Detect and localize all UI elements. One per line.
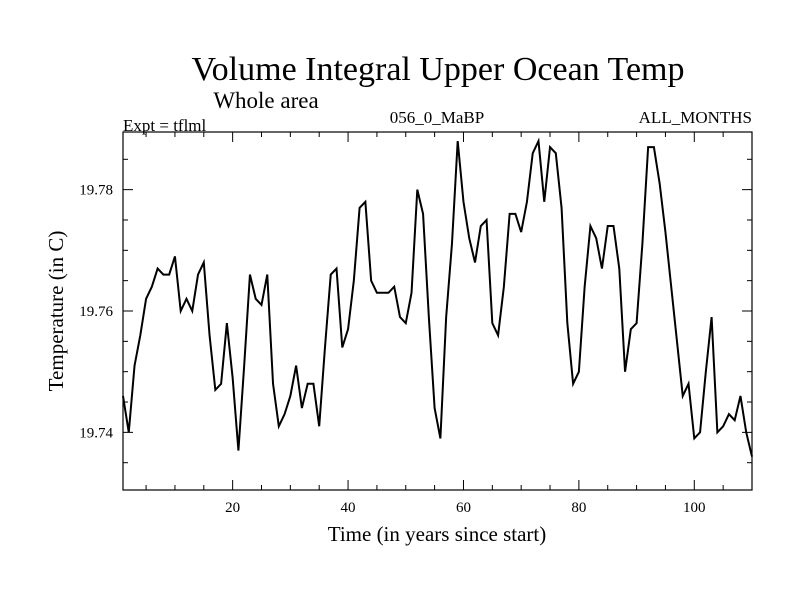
x-tick-label: 80: [571, 500, 586, 516]
tick-labels: 20 40 60 80 100 19.74 19.76 19.78: [79, 183, 705, 516]
tick-marks: [123, 132, 752, 490]
chart-title: Volume Integral Upper Ocean Temp: [192, 51, 685, 88]
x-axis-label: Time (in years since start): [328, 522, 547, 546]
y-tick-label: 19.78: [79, 183, 113, 199]
x-tick-label: 100: [683, 500, 706, 516]
experiment-label: Expt = tflml: [123, 116, 207, 135]
temperature-series-line: [122, 137, 753, 457]
months-label: ALL_MONTHS: [639, 108, 752, 127]
x-tick-label: 40: [341, 500, 356, 516]
chart-subtitle: Whole area: [213, 88, 318, 113]
run-id-label: 056_0_MaBP: [390, 108, 484, 127]
x-tick-label: 20: [225, 500, 240, 516]
y-tick-label: 19.76: [79, 304, 113, 320]
series-layer: [122, 137, 753, 457]
y-axis-label: Temperature (in C): [44, 231, 68, 392]
y-tick-label: 19.74: [79, 425, 113, 441]
x-tick-label: 60: [456, 500, 471, 516]
